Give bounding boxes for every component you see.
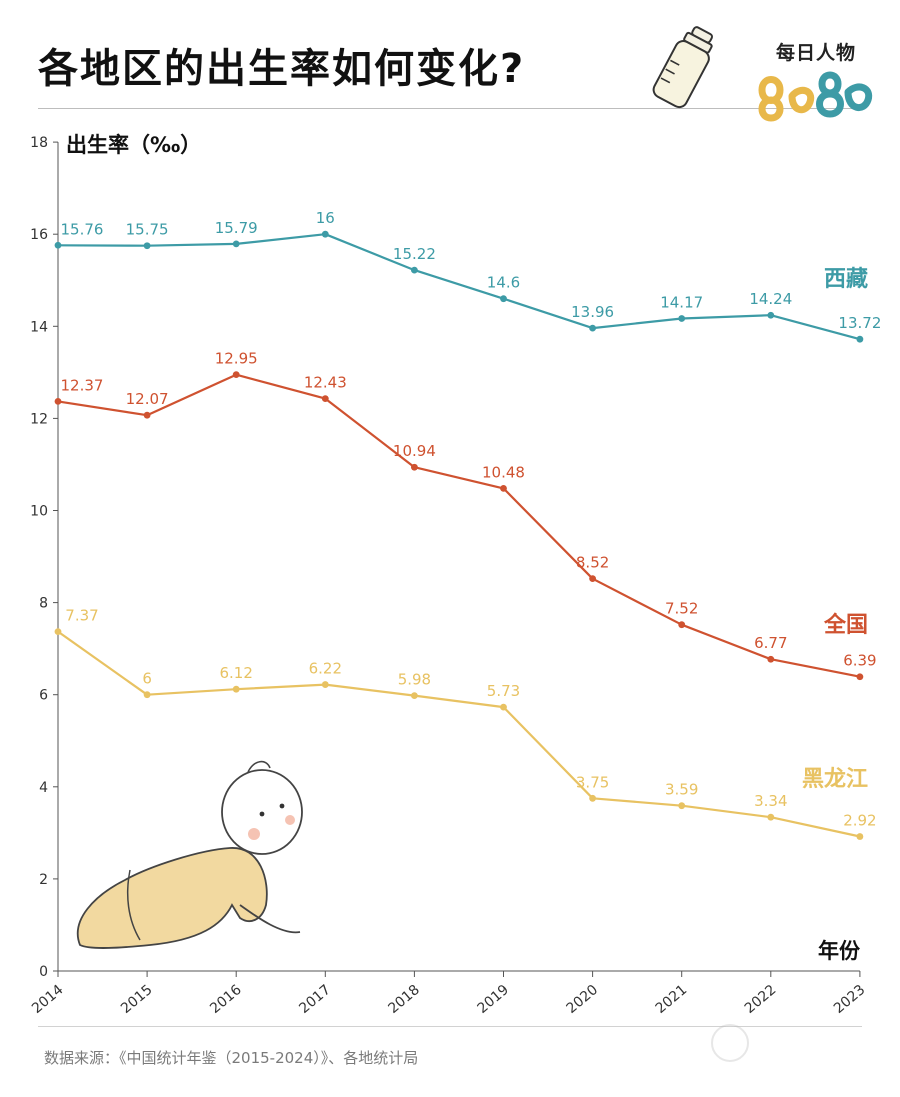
series-line-0 (57, 233, 861, 341)
data-label: 3.34 (754, 792, 787, 810)
data-label: 15.76 (61, 220, 104, 238)
data-point (232, 371, 240, 379)
data-point (232, 685, 240, 693)
data-point (678, 621, 686, 629)
data-point (500, 484, 507, 492)
x-tick-label: 2020 (564, 982, 602, 1017)
brand-name: 每日人物 (776, 42, 857, 64)
data-label: 3.75 (576, 773, 609, 791)
data-label: 15.22 (393, 245, 436, 263)
x-tick-label: 2018 (385, 982, 423, 1017)
data-point (500, 703, 507, 711)
data-label: 12.37 (61, 376, 104, 394)
data-point (767, 311, 775, 319)
data-label: 14.17 (660, 293, 703, 311)
data-label: 14.24 (749, 290, 792, 308)
baby-bottle-icon (652, 26, 714, 109)
y-tick-label: 2 (39, 872, 48, 888)
line-chart: 0 2 4 6 8 10 12 14 16 18 2014 2015 2016 2017 2018 2019 2… (29, 133, 881, 1017)
data-point (500, 295, 507, 303)
data-label: 3.59 (665, 781, 698, 799)
y-tick-label: 0 (39, 964, 48, 980)
data-point (678, 802, 686, 810)
data-point (589, 794, 596, 802)
y-tick-label: 10 (30, 504, 48, 520)
data-point (411, 692, 418, 700)
brand-logo (758, 71, 873, 122)
data-label: 6.22 (309, 660, 342, 678)
data-label: 10.94 (393, 442, 436, 460)
data-label: 12.43 (304, 374, 347, 392)
series-line-2 (57, 630, 861, 838)
data-point (767, 655, 775, 663)
data-label: 13.96 (571, 303, 614, 321)
y-tick-label: 8 (39, 596, 48, 612)
data-point (589, 324, 596, 332)
data-label: 6.12 (219, 664, 252, 682)
data-point (321, 395, 329, 402)
data-label: 12.95 (215, 350, 258, 368)
data-point (54, 241, 62, 249)
crawling-baby-illustration (77, 760, 303, 949)
data-label: 8.52 (576, 554, 609, 572)
y-tick-label: 18 (30, 135, 48, 151)
x-tick-label: 2022 (742, 982, 780, 1017)
data-point (321, 230, 329, 238)
data-point (143, 411, 151, 419)
data-point (232, 240, 240, 248)
data-point (589, 575, 596, 583)
page-title: 各地区的出生率如何变化? (38, 46, 526, 92)
title-divider (38, 108, 862, 109)
x-tick-label: 2014 (29, 982, 67, 1017)
data-label: 5.98 (398, 671, 431, 689)
data-point (54, 628, 62, 636)
y-tick-label: 16 (30, 227, 48, 243)
y-axis-title: 出生率（‰） (66, 133, 201, 157)
data-point (856, 833, 864, 840)
data-point (54, 397, 62, 405)
data-label: 10.48 (482, 463, 525, 481)
x-tick-label: 2023 (831, 982, 869, 1017)
x-tick-label: 2017 (296, 982, 334, 1017)
data-label: 6 (142, 670, 152, 688)
data-label: 15.79 (215, 219, 258, 237)
data-point (411, 463, 418, 471)
x-tick-label: 2019 (474, 982, 512, 1017)
series-name-label: 全国 (823, 612, 868, 638)
data-point (321, 681, 329, 688)
data-point (678, 315, 686, 322)
data-point (143, 691, 151, 699)
x-tick-label: 2021 (653, 982, 691, 1017)
data-label: 7.37 (65, 607, 98, 625)
x-axis-title: 年份 (818, 939, 861, 963)
data-label: 14.6 (487, 274, 520, 292)
data-label: 6.39 (843, 652, 876, 670)
data-point (411, 266, 418, 274)
watermark-logo (711, 1024, 749, 1062)
data-label: 12.07 (126, 390, 169, 408)
y-tick-label: 12 (30, 411, 48, 427)
x-tick-label: 2015 (118, 982, 156, 1017)
data-label: 2.92 (843, 812, 876, 830)
data-label: 7.52 (665, 600, 698, 618)
data-label: 6.77 (754, 634, 787, 652)
data-point (767, 813, 775, 821)
source-note: 数据来源：《中国统计年鉴（2015-2024）》、各地统计局 (44, 1049, 419, 1067)
data-label: 15.75 (126, 221, 169, 239)
data-point (856, 335, 864, 343)
y-tick-label: 14 (30, 319, 48, 335)
footer-divider (38, 1026, 862, 1027)
y-tick-label: 6 (39, 688, 48, 704)
series-line-1 (57, 373, 861, 678)
data-label: 16 (316, 209, 335, 227)
data-label: 13.72 (838, 314, 881, 332)
x-tick-label: 2016 (207, 982, 245, 1017)
data-point (143, 242, 151, 250)
data-label: 5.73 (487, 682, 520, 700)
data-point (856, 673, 864, 681)
series-name-label: 黑龙江 (802, 767, 868, 792)
series-name-label: 西藏 (824, 267, 868, 292)
y-tick-label: 4 (39, 780, 48, 796)
